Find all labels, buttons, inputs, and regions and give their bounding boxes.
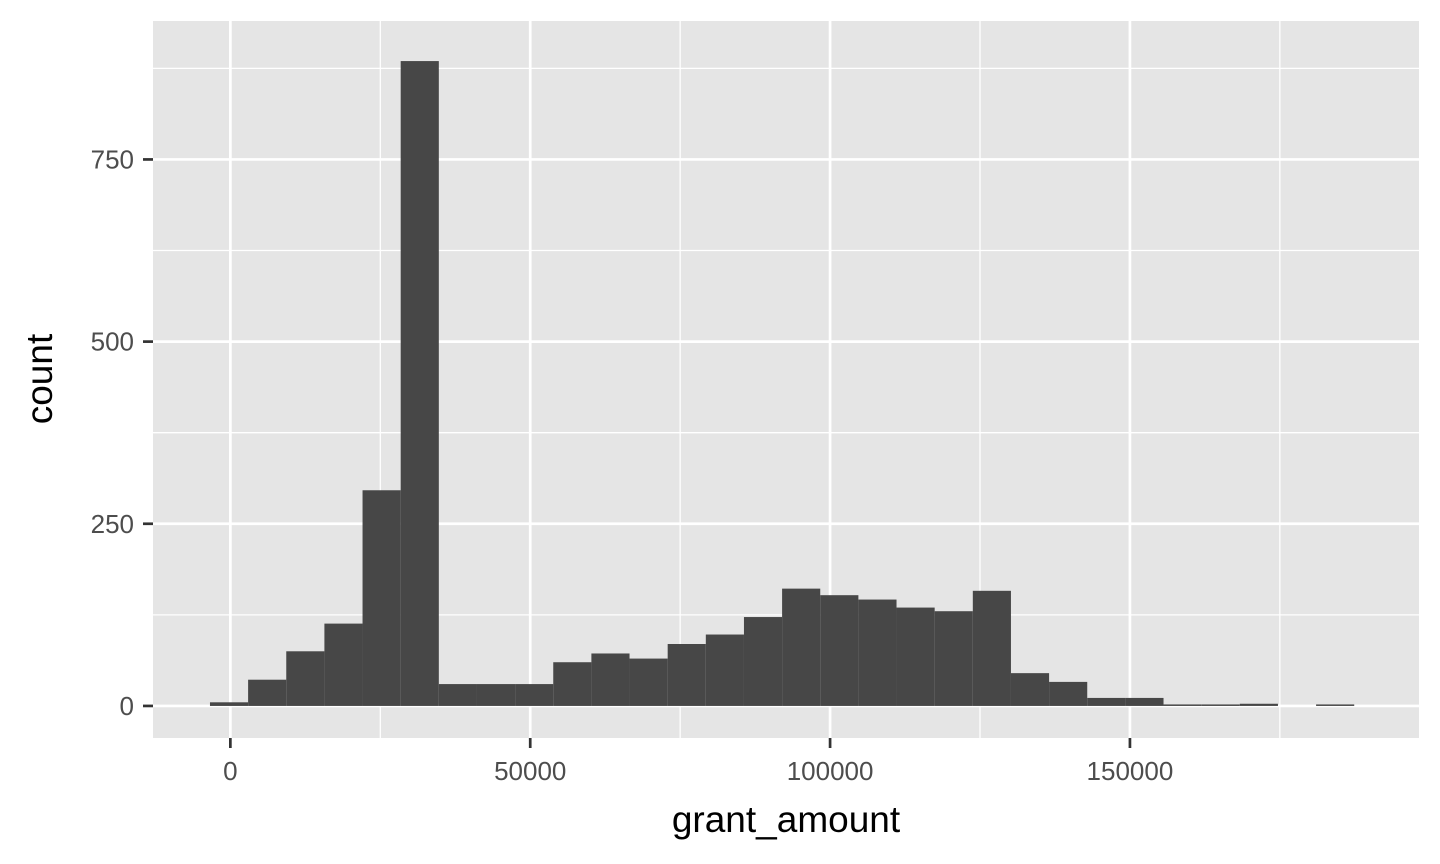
histogram-bar	[1049, 681, 1088, 706]
histogram-bar	[1125, 697, 1164, 706]
minor-gridlines	[153, 21, 1419, 738]
histogram-bar	[782, 588, 821, 706]
y-axis-ticks: 0 250 500 750	[91, 144, 153, 721]
histogram-bar	[476, 684, 516, 706]
histogram-bar	[362, 490, 401, 706]
x-tick-label: 100000	[787, 756, 874, 786]
histogram-bar	[286, 651, 325, 706]
histogram-bar	[324, 623, 363, 706]
histogram-bar	[896, 607, 935, 706]
x-tick-label: 150000	[1087, 756, 1174, 786]
histogram-bar	[1201, 704, 1240, 706]
histogram-bars	[209, 61, 1355, 706]
x-tick-label: 0	[223, 756, 237, 786]
histogram-bar	[209, 702, 249, 706]
histogram-bar	[667, 644, 706, 706]
y-tick-label: 750	[91, 144, 134, 174]
histogram-bar	[400, 61, 439, 706]
histogram-bar	[553, 662, 592, 706]
histogram-bar	[591, 653, 630, 706]
histogram-bar	[705, 634, 744, 706]
histogram-bar	[858, 599, 897, 706]
y-tick-label: 0	[120, 691, 134, 721]
histogram-bar	[248, 679, 287, 706]
histogram-bar	[1239, 703, 1278, 706]
x-axis-title: grant_amount	[672, 799, 901, 840]
y-tick-label: 250	[91, 509, 134, 539]
x-axis-ticks: 0 50000 100000 150000	[223, 738, 1173, 786]
histogram-bar	[1087, 697, 1126, 706]
y-tick-label: 500	[91, 327, 134, 357]
histogram-bar	[934, 611, 973, 706]
histogram-bar	[820, 595, 859, 706]
histogram-bar	[515, 684, 554, 706]
histogram-bar	[1163, 704, 1202, 706]
histogram-bar	[438, 684, 477, 706]
histogram-bar	[629, 658, 668, 706]
histogram-bar	[1316, 704, 1355, 706]
y-axis-title: count	[19, 333, 60, 424]
histogram-bar	[972, 590, 1011, 706]
histogram-bar	[743, 617, 783, 706]
x-tick-label: 50000	[494, 756, 566, 786]
histogram-bar	[1010, 673, 1050, 706]
